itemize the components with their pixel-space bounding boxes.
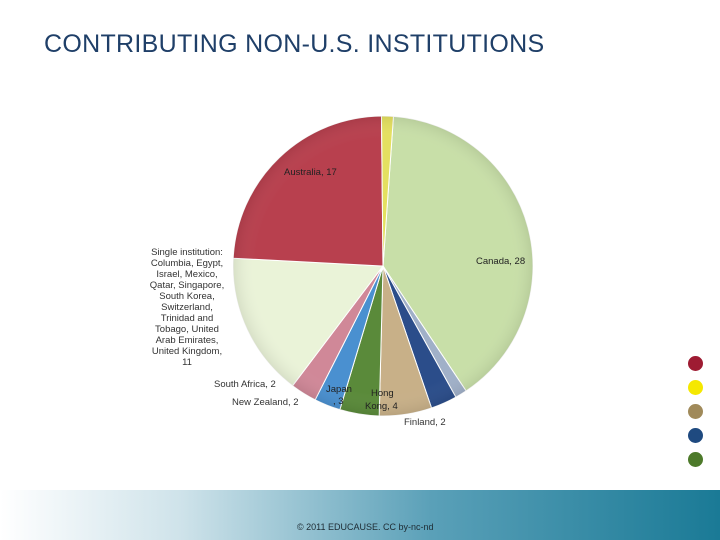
label-australia: Australia, 17 [284,167,337,178]
label-south-africa: South Africa, 2 [214,379,276,390]
page-number: 6 [670,481,676,492]
side-dot [688,356,703,371]
label-hong-kong-line1: Hong [371,388,394,399]
side-dot-column [688,356,703,476]
single-line-1: Columbia, Egypt, [151,258,223,269]
label-new-zealand: New Zealand, 2 [232,397,299,408]
label-finland: Finland, 2 [404,417,446,428]
single-line-10: 11 [182,357,192,368]
single-line-6: Trinidad and [161,313,213,324]
side-dot [688,428,703,443]
single-line-8: Arab Emirates, [156,335,219,346]
label-japan-line2: , 3 [333,396,344,407]
footer-band [0,490,720,540]
label-single-institution: Single institution: Columbia, Egypt, Isr… [150,247,224,368]
copyright-text: © 2011 EDUCAUSE. CC by-nc-nd [297,522,434,532]
side-dot [688,380,703,395]
single-line-0: Single institution: [151,247,223,258]
single-line-9: United Kingdom, [152,346,222,357]
single-line-2: Israel, Mexico, [156,269,217,280]
single-line-5: Switzerland, [161,302,213,313]
label-canada: Canada, 28 [476,256,525,267]
pie-slice [232,115,384,267]
side-dot [688,452,703,467]
label-hong-kong-line2: Kong, 4 [365,401,398,412]
slide-title: CONTRIBUTING NON-U.S. INSTITUTIONS [44,30,545,58]
single-line-3: Qatar, Singapore, [150,280,224,291]
single-line-4: South Korea, [159,291,214,302]
side-dot [688,404,703,419]
single-line-7: Tobago, United [155,324,219,335]
label-japan-line1: Japan [326,384,352,395]
